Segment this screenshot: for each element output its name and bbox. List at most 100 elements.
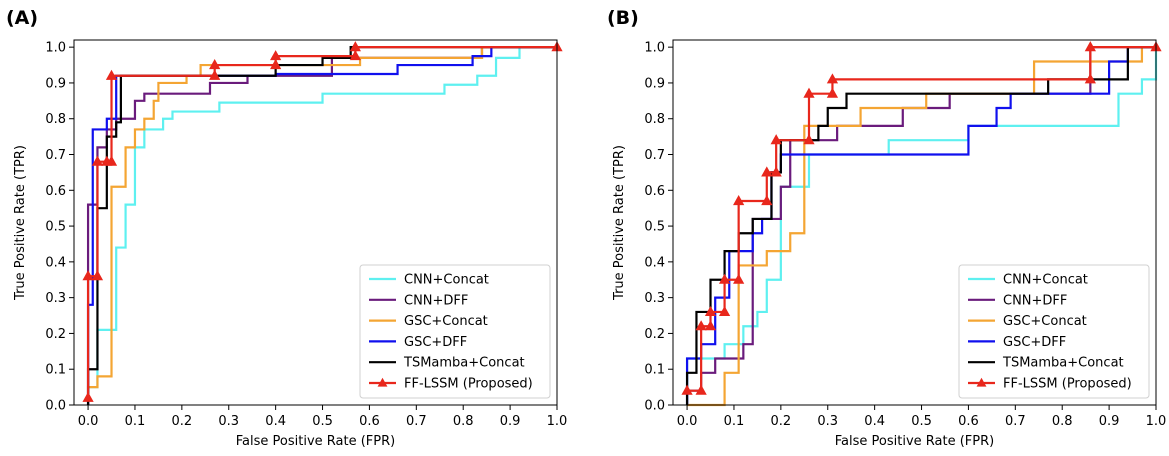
series-line [687,46,1156,407]
legend-label: TSMamba+Concat [403,356,525,371]
y-tick-label: 0.8 [644,112,665,127]
y-tick-label: 0.1 [45,363,66,378]
x-tick-label: 0.7 [406,414,427,429]
panel-label: (A) [6,7,38,29]
plot-frame [73,39,558,406]
data-point-marker [349,50,361,61]
x-tick-label: 0.8 [453,414,474,429]
x-tick-label: 0.5 [911,414,932,429]
y-tick-label: 0.5 [644,220,665,235]
data-point-marker [82,391,94,402]
chart-panel-a: (A) 0.0 0.1 0.2 0.3 0.4 0.5 0.6 0.7 0.8 0.9 1.0 0.0 0… [6,7,567,449]
data-point-marker [82,270,94,281]
legend-label: CNN+Concat [1003,273,1088,288]
y-tick-label: 0.5 [45,220,66,235]
data-point-marker [803,134,815,145]
data-point-marker [704,305,717,317]
data-point-marker [681,384,693,395]
y-tick-label: 0.1 [644,363,665,378]
data-point-marker [733,195,745,206]
x-tick-label: 0.9 [1099,414,1120,429]
data-point-marker [718,273,731,284]
data-point-marker [695,384,707,395]
data-point-marker [91,270,104,281]
data-point-marker [1084,41,1096,52]
x-tick-label: 0.2 [172,414,193,429]
legend-item: CNN+DFF [369,293,468,308]
data-point-marker [91,155,104,166]
panel-label: (B) [607,7,639,29]
legend-item: GSC+DFF [369,335,467,350]
x-tick-label: 1.0 [547,414,568,429]
legend-item: GSC+Concat [369,314,488,329]
y-tick-label: 0.7 [644,148,665,163]
legend-item: TSMamba+Concat [968,356,1124,371]
y-tick-label: 0.4 [644,255,665,270]
data-point-marker [105,155,118,166]
data-point-marker [209,59,221,70]
y-tick-label: 0.2 [644,327,665,342]
y-tick-label: 0.0 [45,399,66,414]
chart-panel-b: (B) 0.0 0.1 0.2 0.3 0.4 0.5 0.6 0.7 0.8 0.9 1.0 0.0 0… [607,7,1166,449]
y-tick-label: 0.9 [644,76,665,91]
x-tick-label: 0.0 [78,414,99,429]
data-point-marker [770,134,782,145]
x-tick-label: 0.6 [359,414,380,429]
series-line [86,46,557,405]
series-line [685,46,1156,405]
legend-label: FF-LSSM (Proposed) [1003,377,1132,392]
data-point-marker [826,73,839,84]
y-tick-label: 0.4 [45,255,66,270]
x-tick-label: 1.0 [1146,414,1167,429]
data-point-marker [695,320,707,331]
x-tick-label: 0.3 [218,414,239,429]
plot-frame [672,39,1157,406]
x-tick-label: 0.1 [724,414,745,429]
data-point-marker [270,59,282,70]
legend-item: GSC+DFF [968,335,1066,350]
legend-label: TSMamba+Concat [1002,356,1124,371]
x-tick-label: 0.4 [265,414,286,429]
legend-item: CNN+DFF [968,293,1067,308]
y-tick-label: 0.6 [644,184,665,199]
legend-marker [377,377,388,387]
legend-item: FF-LSSM (Proposed) [968,377,1132,392]
x-tick-label: 0.1 [125,414,146,429]
x-tick-label: 0.7 [1005,414,1026,429]
legend-item: FF-LSSM (Proposed) [369,377,533,392]
y-tick-label: 0.6 [45,184,66,199]
legend-marker [976,377,987,387]
data-point-marker [733,273,745,284]
data-point-marker [803,87,815,98]
x-axis-label: False Positive Rate (FPR) [835,434,994,449]
data-point-marker [761,195,773,206]
y-tick-label: 0.8 [45,112,66,127]
data-point-marker [270,50,282,61]
x-tick-label: 0.5 [312,414,333,429]
series-line [86,46,557,398]
legend-label: GSC+DFF [1003,335,1066,350]
y-tick-label: 0.2 [45,327,66,342]
legend-label: GSC+Concat [1003,314,1087,329]
y-tick-label: 0.3 [45,291,66,306]
data-point-marker [349,41,361,52]
x-tick-label: 0.8 [1052,414,1073,429]
legend: CNN+Concat CNN+DFF GSC+Concat GSC+DFF TSMamb… [958,264,1150,399]
y-tick-label: 1.0 [45,41,66,56]
data-point-marker [209,69,221,80]
legend-label: GSC+DFF [404,335,467,350]
data-point-marker [1084,73,1096,84]
data-point-marker [826,87,839,98]
legend-item: TSMamba+Concat [369,356,525,371]
data-point-marker [704,320,717,331]
x-tick-label: 0.4 [864,414,885,429]
legend-box [958,264,1150,399]
y-tick-label: 0.3 [644,291,665,306]
legend: CNN+Concat CNN+DFF GSC+Concat GSC+DFF TSMamb… [359,264,551,399]
legend-box [359,264,551,399]
legend-label: GSC+Concat [404,314,488,329]
x-tick-label: 0.0 [677,414,698,429]
x-tick-label: 0.3 [817,414,838,429]
